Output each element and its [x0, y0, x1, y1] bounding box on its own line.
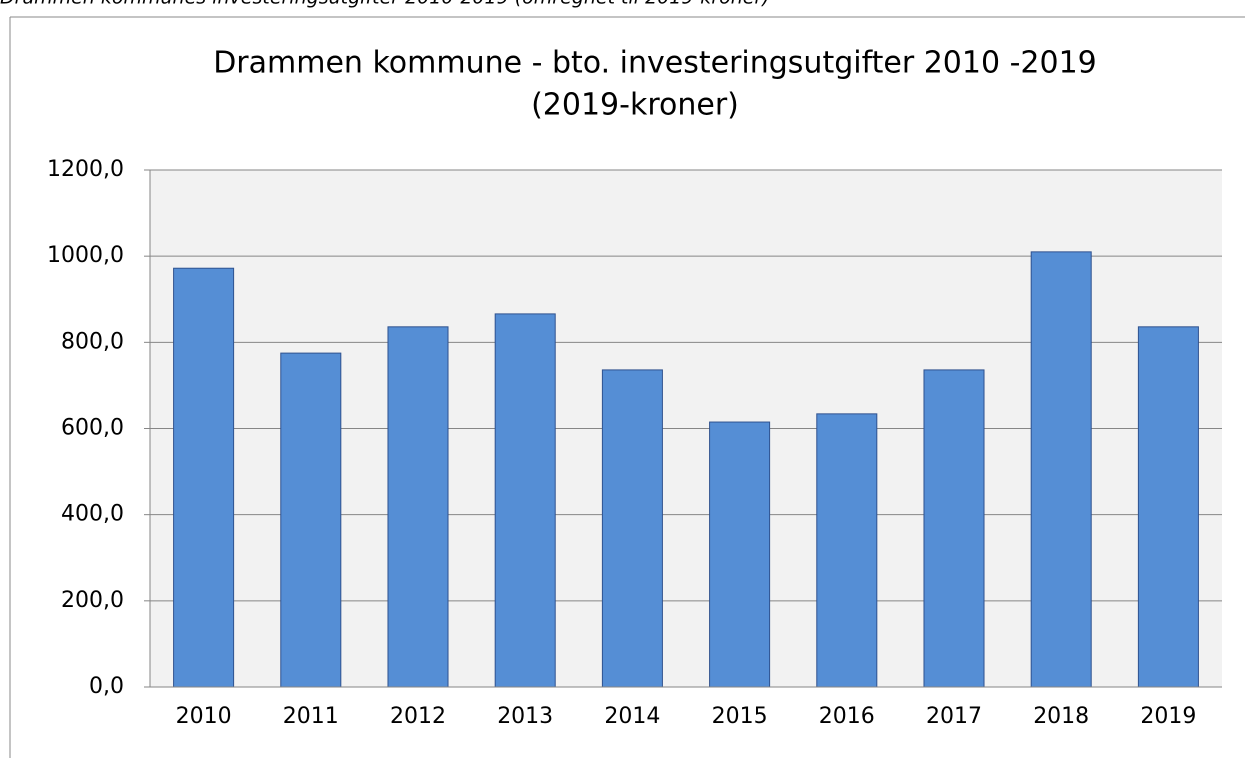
x-tick-label: 2017	[926, 704, 982, 729]
x-tick-label: 2011	[283, 704, 339, 729]
bar	[173, 267, 235, 688]
y-tick-label: 600,0	[61, 416, 124, 441]
bar	[1137, 326, 1199, 688]
y-tick-label: 1000,0	[47, 243, 124, 268]
x-tick-label: 2019	[1140, 704, 1196, 729]
y-tick-label: 200,0	[61, 588, 124, 613]
x-tick-label: 2015	[712, 704, 768, 729]
x-tick-label: 2018	[1033, 704, 1089, 729]
y-tick-label: 400,0	[61, 502, 124, 527]
bar	[923, 369, 985, 688]
caption: Drammen kommunes investeringsutgifter 20…	[0, 0, 770, 9]
bar	[494, 313, 556, 688]
x-tick-label: 2013	[497, 704, 553, 729]
chart-title: Drammen kommune - bto. investeringsutgif…	[213, 46, 1097, 81]
chart-title: (2019-kroner)	[531, 88, 739, 123]
bar	[601, 369, 663, 688]
bar	[816, 413, 878, 688]
bar	[387, 326, 449, 688]
y-tick-label: 800,0	[61, 329, 124, 354]
x-tick-label: 2014	[604, 704, 660, 729]
y-tick-label: 0,0	[89, 674, 124, 699]
x-tick-label: 2012	[390, 704, 446, 729]
y-tick-label: 1200,0	[47, 157, 124, 182]
bar	[709, 421, 771, 688]
bar	[280, 352, 342, 688]
x-tick-label: 2010	[176, 704, 232, 729]
bar	[1030, 251, 1092, 688]
x-tick-label: 2016	[819, 704, 875, 729]
